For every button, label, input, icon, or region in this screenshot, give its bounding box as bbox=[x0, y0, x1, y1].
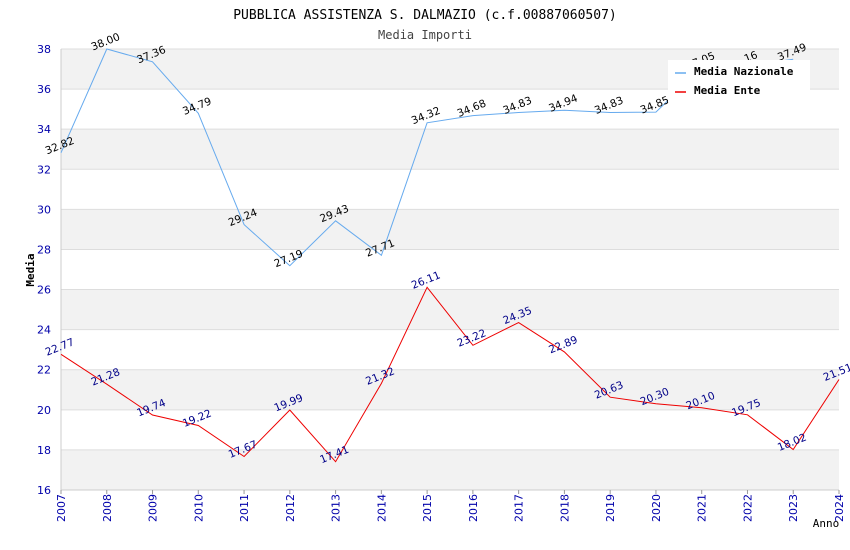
grid-band bbox=[61, 369, 839, 410]
x-tick-label: 2007 bbox=[55, 494, 68, 522]
x-tick-label: 2011 bbox=[238, 494, 251, 522]
data-label-media-ente: 26.11 bbox=[410, 269, 442, 291]
y-tick-label: 34 bbox=[37, 123, 51, 136]
x-tick-label: 2019 bbox=[604, 494, 617, 522]
data-label-media-nazionale: 34.83 bbox=[501, 95, 533, 117]
grid-band bbox=[61, 449, 839, 490]
grid-band bbox=[61, 289, 839, 330]
chart-subtitle: Media Importi bbox=[378, 28, 472, 42]
x-tick-label: 2015 bbox=[421, 494, 434, 522]
x-axis-ticks: 2007 2008 2009 2010 2011 2012 2013 2014 2015 2016… bbox=[55, 490, 846, 522]
data-label-media-ente: 23.22 bbox=[456, 327, 488, 349]
y-tick-label: 30 bbox=[37, 203, 51, 216]
x-tick-label: 2024 bbox=[833, 494, 846, 522]
y-tick-label: 38 bbox=[37, 43, 51, 56]
grid-band bbox=[61, 129, 839, 170]
x-tick-label: 2016 bbox=[467, 494, 480, 522]
x-tick-label: 2022 bbox=[741, 494, 754, 522]
y-tick-label: 16 bbox=[37, 484, 51, 497]
y-tick-label: 32 bbox=[37, 163, 51, 176]
data-label-media-nazionale: 34.68 bbox=[456, 98, 488, 120]
x-tick-label: 2014 bbox=[375, 494, 388, 522]
x-tick-label: 2012 bbox=[284, 494, 297, 522]
x-tick-label: 2023 bbox=[787, 494, 800, 522]
x-tick-label: 2020 bbox=[650, 494, 663, 522]
series-line-media-ente bbox=[60, 286, 840, 463]
y-axis-label: Media bbox=[24, 253, 37, 286]
x-axis-label: Anno bbox=[813, 517, 840, 530]
legend-label-media-nazionale: Media Nazionale bbox=[694, 65, 794, 78]
y-tick-label: 18 bbox=[37, 444, 51, 457]
data-label-media-nazionale: 34.85 bbox=[639, 94, 671, 116]
y-tick-label: 20 bbox=[37, 404, 51, 417]
grid-band bbox=[61, 209, 839, 250]
x-tick-label: 2010 bbox=[192, 494, 205, 522]
data-label-media-ente: 22.89 bbox=[547, 334, 579, 356]
x-tick-label: 2009 bbox=[147, 494, 160, 522]
data-label-media-nazionale: 27.19 bbox=[273, 248, 305, 270]
x-tick-label: 2021 bbox=[696, 494, 709, 522]
chart-title: PUBBLICA ASSISTENZA S. DALMAZIO (c.f.008… bbox=[233, 8, 617, 23]
x-tick-label: 2017 bbox=[513, 494, 526, 522]
y-tick-label: 24 bbox=[37, 324, 51, 337]
legend-background bbox=[668, 60, 810, 102]
y-tick-label: 28 bbox=[37, 243, 51, 256]
axes bbox=[60, 49, 839, 491]
data-label-media-ente: 22.77 bbox=[44, 336, 76, 358]
grid-bands bbox=[61, 49, 839, 490]
data-label-media-nazionale: 34.32 bbox=[410, 105, 442, 127]
x-tick-label: 2018 bbox=[558, 494, 571, 522]
grid-lines bbox=[61, 48, 839, 491]
y-tick-label: 36 bbox=[37, 83, 51, 96]
y-tick-label: 22 bbox=[37, 364, 51, 377]
data-label-media-nazionale: 34.94 bbox=[547, 92, 580, 115]
legend: Media Nazionale Media Ente bbox=[668, 60, 810, 102]
legend-label-media-ente: Media Ente bbox=[694, 84, 761, 97]
data-label-media-nazionale: 34.83 bbox=[593, 95, 625, 117]
data-label-media-ente: 19.22 bbox=[181, 407, 213, 429]
x-tick-label: 2013 bbox=[330, 494, 343, 522]
y-tick-label: 26 bbox=[37, 284, 51, 297]
y-axis-ticks: 16 18 20 22 24 26 28 30 32 34 36 38 bbox=[37, 43, 51, 497]
x-tick-label: 2008 bbox=[101, 494, 114, 522]
